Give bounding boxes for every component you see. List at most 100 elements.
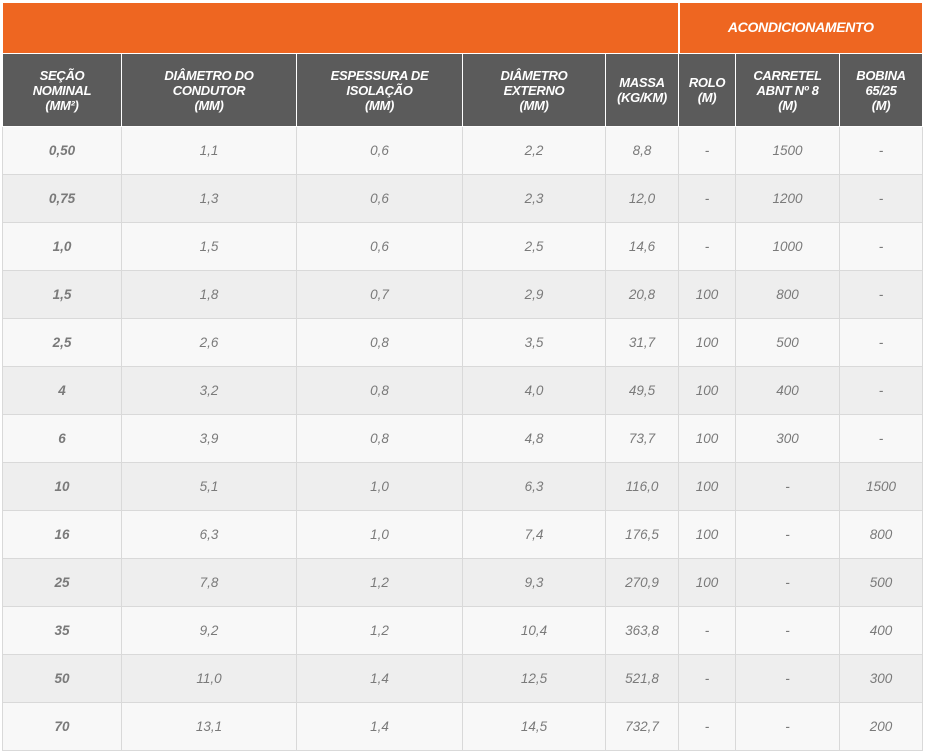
cell-carretel: 300 — [735, 414, 841, 463]
cell-diametro-externo: 12,5 — [462, 654, 606, 703]
group-header-blank — [1, 2, 680, 54]
cell-espessura-isolacao: 1,0 — [296, 462, 463, 511]
column-header-line: ESPESSURA DE — [330, 67, 429, 83]
table-row: 4 3,2 0,8 4,0 49,5 100 400- — [2, 366, 924, 415]
cell-diametro-condutor: 2,6 — [121, 318, 297, 367]
cell-diametro-condutor: 11,0 — [121, 654, 297, 703]
cell-diametro-condutor: 7,8 — [121, 558, 297, 607]
cell-diametro-externo: 4,8 — [462, 414, 606, 463]
column-header-line: DIÂMETRO — [500, 67, 568, 83]
column-header-espessura-isolacao: ESPESSURA DE ISOLAÇÃO (MM) — [296, 53, 463, 127]
group-header-acondicionamento: ACONDICIONAMENTO — [678, 2, 924, 54]
cell-bobina: 800 — [839, 510, 924, 559]
cell-diametro-externo: 3,5 — [462, 318, 606, 367]
column-header-diametro-externo: DIÂMETRO EXTERNO (MM) — [462, 53, 606, 127]
cell-massa: 12,0 — [604, 174, 680, 223]
cell-carretel: - — [735, 654, 841, 703]
cell-carretel: 1200 — [735, 174, 841, 223]
cell-massa: 20,8 — [604, 270, 680, 319]
cell-secao: 6 — [2, 414, 122, 463]
cell-rolo: 100 — [678, 270, 737, 319]
cell-carretel: - — [735, 462, 841, 511]
column-header-row: SEÇÃO NOMINAL (MM²) DIÂMETRO DO CONDUTOR (MM)… — [2, 53, 924, 127]
cell-diametro-condutor: 13,1 — [121, 702, 297, 751]
column-header-line: DIÂMETRO DO — [164, 67, 254, 83]
cell-bobina: - — [839, 126, 924, 175]
column-header-rolo: ROLO (M) — [678, 53, 737, 127]
column-header-line: (MM) — [364, 97, 395, 113]
cell-rolo: 100 — [678, 510, 737, 559]
cell-secao: 1,0 — [2, 222, 122, 271]
cell-diametro-condutor: 1,3 — [121, 174, 297, 223]
cell-massa: 73,7 — [604, 414, 680, 463]
cell-diametro-externo: 2,3 — [462, 174, 606, 223]
table-row: 2,5 2,6 0,8 3,5 31,7 100 500- — [2, 318, 924, 367]
group-header-row: ACONDICIONAMENTO — [1, 2, 924, 54]
cell-espessura-isolacao: 0,7 — [296, 270, 463, 319]
cell-diametro-condutor: 1,8 — [121, 270, 297, 319]
table-row: 0,50 1,1 0,6 2,2 8,8-1500- — [2, 126, 924, 175]
cell-rolo: 100 — [678, 414, 737, 463]
cell-massa: 8,8 — [604, 126, 680, 175]
cell-bobina: - — [839, 318, 924, 367]
column-header-line: CONDUTOR — [172, 82, 246, 98]
group-header-title: ACONDICIONAMENTO — [727, 19, 874, 35]
cell-bobina: - — [839, 414, 924, 463]
column-header-line: CARRETEL — [753, 67, 822, 83]
column-header-line: BOBINA — [856, 67, 906, 83]
table-row: 16 6,3 1,0 7,4 176,5 100-800 — [2, 510, 924, 559]
cell-espessura-isolacao: 1,2 — [296, 558, 463, 607]
cell-diametro-externo: 9,3 — [462, 558, 606, 607]
cell-bobina: - — [839, 270, 924, 319]
cell-carretel: - — [735, 510, 841, 559]
column-header-line: NOMINAL — [32, 82, 92, 98]
table-row: 25 7,8 1,2 9,3 270,9 100-500 — [2, 558, 924, 607]
cell-carretel: - — [735, 558, 841, 607]
cell-rolo: 100 — [678, 366, 737, 415]
cell-bobina: 300 — [839, 654, 924, 703]
cell-rolo: - — [678, 126, 737, 175]
column-header-line: (M) — [871, 97, 891, 113]
cell-diametro-externo: 10,4 — [462, 606, 606, 655]
cell-secao: 16 — [2, 510, 122, 559]
cell-rolo: - — [678, 174, 737, 223]
cell-secao: 1,5 — [2, 270, 122, 319]
cell-massa: 116,0 — [604, 462, 680, 511]
cell-carretel: 1500 — [735, 126, 841, 175]
table-row: 50 11,0 1,4 12,5 521,8- -300 — [2, 654, 924, 703]
cell-espessura-isolacao: 0,8 — [296, 414, 463, 463]
column-header-line: (MM) — [194, 97, 224, 113]
column-header-line: (MM) — [519, 97, 549, 113]
cell-diametro-externo: 7,4 — [462, 510, 606, 559]
column-header-line: 65/25 — [865, 82, 897, 98]
cell-rolo: 100 — [678, 462, 737, 511]
cell-diametro-condutor: 9,2 — [121, 606, 297, 655]
table-row: 1,0 1,5 0,6 2,5 14,6-1000- — [2, 222, 924, 271]
cell-carretel: - — [735, 606, 841, 655]
cell-rolo: 100 — [678, 558, 737, 607]
cell-secao: 70 — [2, 702, 122, 751]
cell-bobina: - — [839, 366, 924, 415]
cell-massa: 14,6 — [604, 222, 680, 271]
cell-espessura-isolacao: 0,6 — [296, 222, 463, 271]
cell-bobina: 200 — [839, 702, 924, 751]
cell-espessura-isolacao: 0,8 — [296, 318, 463, 367]
cell-diametro-condutor: 5,1 — [121, 462, 297, 511]
cell-espessura-isolacao: 1,4 — [296, 654, 463, 703]
cell-secao: 0,75 — [2, 174, 122, 223]
column-header-line: ROLO — [688, 75, 726, 90]
table-row: 1,5 1,8 0,7 2,9 20,8 100 800- — [2, 270, 924, 319]
column-header-massa: MASSA (KG/KM) — [604, 53, 680, 127]
cell-secao: 0,50 — [2, 126, 122, 175]
column-header-line: (KG/KM) — [617, 90, 667, 105]
cell-secao: 4 — [2, 366, 122, 415]
cell-bobina: 500 — [839, 558, 924, 607]
column-header-line: ABNT Nº 8 — [756, 82, 819, 98]
cell-espessura-isolacao: 0,8 — [296, 366, 463, 415]
cell-carretel: 800 — [735, 270, 841, 319]
column-header-line: (MM²) — [45, 97, 79, 113]
cell-secao: 2,5 — [2, 318, 122, 367]
cell-diametro-externo: 2,5 — [462, 222, 606, 271]
cell-rolo: 100 — [678, 318, 737, 367]
